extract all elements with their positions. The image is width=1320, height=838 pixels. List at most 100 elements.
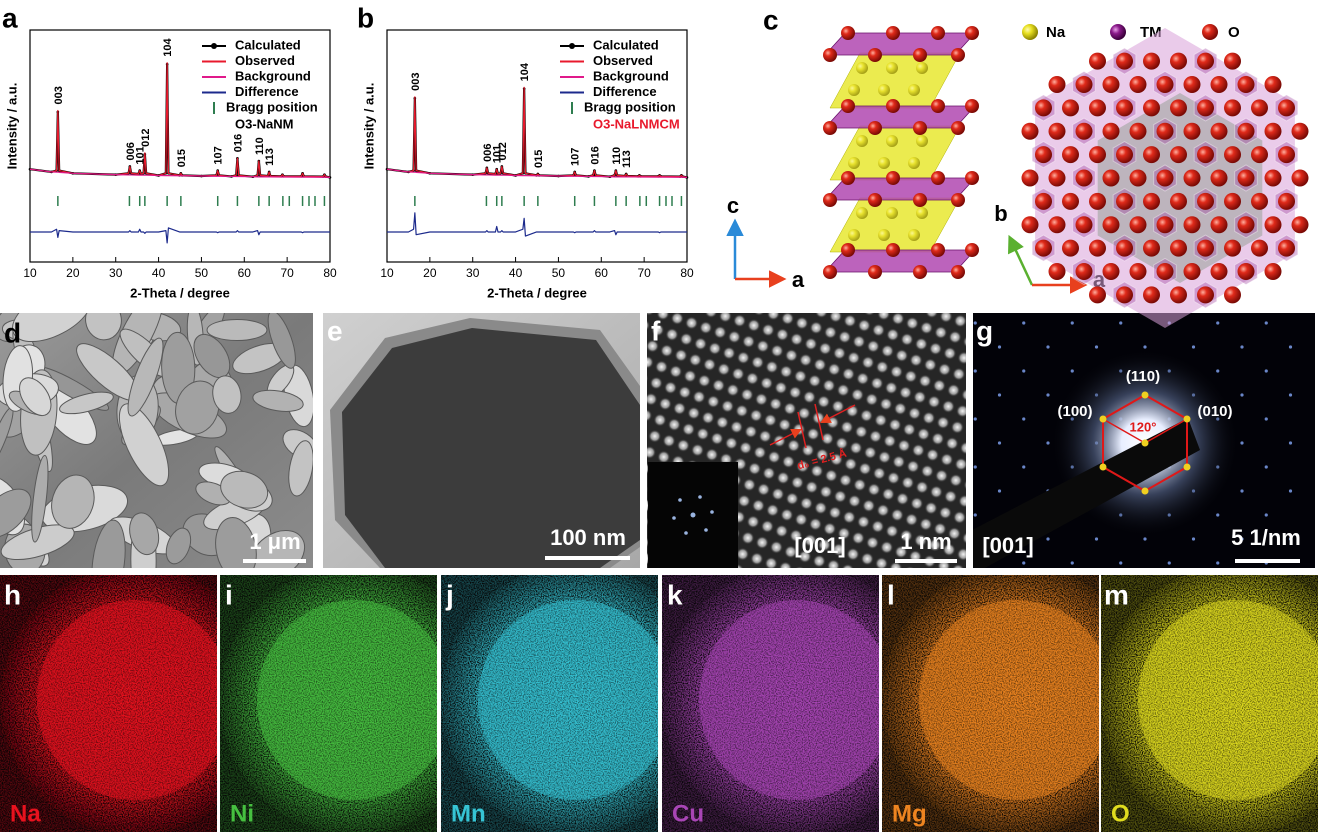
o-atom (1129, 216, 1147, 234)
map-signal (1101, 575, 1318, 832)
diffraction-spot (1119, 321, 1123, 325)
diffraction-spot (973, 513, 977, 517)
diffraction-spot (1143, 537, 1147, 541)
diffraction-spot (1264, 369, 1268, 373)
diffraction-spot (1216, 513, 1220, 517)
na-atom (908, 84, 920, 96)
na-atom (848, 84, 860, 96)
o-atom (1156, 263, 1174, 281)
o-atom (1264, 122, 1282, 140)
x-tick-label: 60 (238, 266, 252, 280)
sem-flakes (0, 313, 313, 568)
o-atom (1035, 192, 1052, 210)
diffraction-spot (1167, 561, 1171, 565)
map-signal (662, 575, 879, 832)
diffraction-spot (1264, 417, 1268, 421)
na-atom (886, 207, 898, 219)
o-atom (1251, 146, 1268, 164)
diffraction-spot (1240, 345, 1244, 349)
x-tick-label: 10 (23, 266, 37, 280)
o-atom (1035, 239, 1052, 257)
flake (19, 377, 52, 417)
legend-label: Calculated (235, 37, 301, 52)
peak-label: 006 (125, 142, 137, 160)
spot (1141, 391, 1149, 399)
eds-maps: Na Ni Mn Cu Mg O (0, 575, 1318, 832)
map-core (918, 600, 1099, 800)
spot (1183, 415, 1191, 423)
x-tick-label: 60 (595, 266, 609, 280)
o-atom (1089, 286, 1106, 304)
o-atom (1210, 75, 1228, 93)
y-axis-label: Intensity / a.u. (4, 83, 19, 170)
flake (129, 512, 160, 556)
legend-marker (569, 43, 575, 49)
diffraction-spot (1046, 537, 1050, 541)
o-atom (1210, 263, 1228, 281)
panel-letter: c (763, 4, 779, 35)
o-atom (1183, 75, 1201, 93)
flake (59, 391, 114, 415)
o-atom (1210, 122, 1228, 140)
spot (1099, 415, 1107, 423)
o-atom (1116, 192, 1133, 210)
diffraction-spot (1046, 393, 1050, 397)
map-signal (0, 575, 217, 832)
panel-letter: a (2, 2, 18, 33)
na-atom (916, 207, 928, 219)
x-axis-label: 2-Theta / degree (130, 285, 230, 300)
sample-label: O3-NaNM (235, 116, 294, 131)
flake (127, 337, 164, 417)
o-atom (1251, 192, 1268, 210)
peak-label: 012 (140, 128, 152, 146)
axis-label: a (792, 267, 805, 292)
legend-label: Observed (235, 53, 295, 68)
peak-label: 104 (162, 38, 174, 57)
o-atom (868, 265, 882, 279)
fft-spot (678, 498, 682, 502)
o-atom (931, 243, 945, 257)
o-atom (1089, 146, 1106, 164)
legend-label: Background (235, 68, 311, 83)
na-atom (878, 84, 890, 96)
legend-label: Bragg position (584, 99, 676, 114)
x-tick-label: 30 (466, 266, 480, 280)
o-atom (823, 121, 837, 135)
x-axis-label: 2-Theta / degree (487, 285, 587, 300)
x-tick-label: 80 (680, 266, 694, 280)
o-atom (1210, 216, 1228, 234)
diffraction-spot (973, 321, 977, 325)
flake (212, 375, 242, 414)
o-atom (868, 121, 882, 135)
o-atom (931, 26, 945, 40)
peak-label: 016 (589, 146, 601, 164)
map-signal (441, 575, 658, 832)
x-tick-label: 40 (509, 266, 523, 280)
o-atom (1264, 263, 1282, 281)
x-tick-label: 70 (637, 266, 651, 280)
flake (288, 440, 313, 497)
o-atom (1143, 239, 1160, 257)
spacing-arrow (820, 404, 856, 423)
element-label: Ni (230, 800, 254, 827)
panel-letter: d (4, 317, 21, 348)
o-atom (1021, 216, 1039, 234)
peak-label: 016 (232, 134, 244, 152)
o-atom (1048, 216, 1066, 234)
o-atom (1075, 216, 1093, 234)
o-atom (1143, 52, 1160, 70)
o-atom (913, 193, 927, 207)
o-atom (1197, 52, 1214, 70)
o-atom (1021, 122, 1039, 140)
o-atom (886, 26, 900, 40)
flake (206, 318, 268, 342)
diffraction-spot (973, 465, 977, 469)
o-atom (1102, 263, 1120, 281)
o-atom (1278, 146, 1295, 164)
diffraction-spot (1240, 489, 1244, 493)
axis-label: b (994, 201, 1007, 226)
o-atom (1129, 169, 1147, 187)
o-atom (1197, 192, 1214, 210)
legend-sphere (1110, 24, 1126, 40)
o-atom (1237, 216, 1255, 234)
